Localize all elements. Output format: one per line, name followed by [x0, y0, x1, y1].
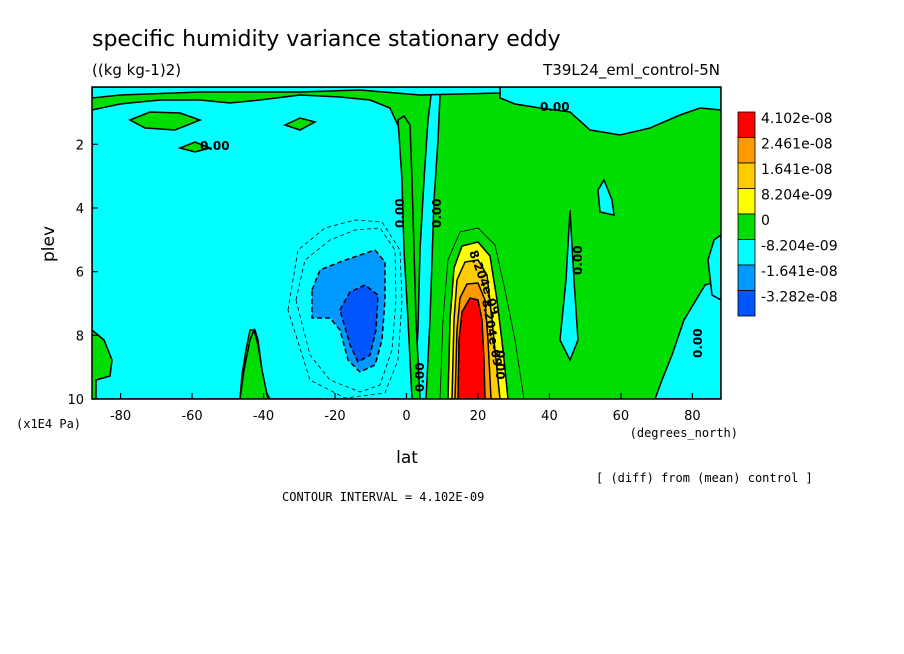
colorbar-label: 4.102e-08: [761, 111, 833, 127]
contour-label: 0.00: [413, 362, 427, 392]
chart-title: specific humidity variance stationary ed…: [92, 27, 561, 52]
field-equator-column: [413, 87, 441, 399]
y-tick-label: 4: [76, 202, 84, 217]
contour-interval: CONTOUR INTERVAL = 4.102E-09: [282, 490, 484, 504]
field-island-4: [239, 327, 269, 399]
colorbar-label: 1.641e-08: [761, 162, 833, 178]
field-island-1: [128, 111, 203, 131]
run-label: T39L24_eml_control-5N: [542, 61, 720, 80]
plot-area: 0.00 0.00 0.00 0.00 0.00 0.00 0.00 8.204…: [67, 86, 722, 424]
y-axis-units: (x1E4 Pa): [16, 417, 81, 431]
contour-label: 0.00: [393, 198, 407, 228]
colorbar-swatch: [737, 264, 756, 291]
colorbar: 4.102e-08 2.461e-08 1.641e-08 8.204e-09 0 -8.…: [737, 111, 838, 317]
field-negative-region-north: [499, 87, 721, 136]
x-tick-label: 40: [541, 409, 558, 424]
y-tick-label: 2: [76, 138, 84, 153]
contour-label: 0.00: [430, 198, 444, 228]
colorbar-label: 8.204e-09: [761, 188, 833, 204]
x-tick-label: -60: [181, 409, 202, 424]
y-axis: 2 4 6 8 10: [67, 138, 98, 408]
y-axis-label: plev: [39, 226, 59, 262]
colorbar-swatch: [737, 239, 756, 266]
colorbar-label: 0: [761, 213, 770, 229]
y-tick-label: 6: [76, 266, 84, 281]
colorbar-swatch: [737, 111, 756, 138]
contour-thin-outer: [439, 227, 525, 399]
contour-label: 0.00: [200, 139, 230, 153]
field-east-pocket: [707, 234, 721, 301]
field-green-strip: [397, 114, 421, 399]
x-tick-label: -40: [253, 409, 274, 424]
contour-label: 0.00: [493, 350, 507, 380]
chart-units: ((kg kg-1)2): [92, 61, 181, 79]
field-island-3: [177, 141, 213, 153]
colorbar-label: -1.641e-08: [761, 264, 838, 280]
x-axis-label: lat: [396, 448, 418, 468]
colorbar-swatch: [737, 162, 756, 189]
y-tick-label: 8: [76, 329, 84, 344]
x-tick-label: -20: [324, 409, 345, 424]
x-tick-label: 0: [402, 409, 410, 424]
field-blue-core: [339, 284, 379, 364]
diff-note: [ (diff) from (mean) control ]: [596, 471, 813, 485]
field-red-core: [457, 297, 486, 399]
colorbar-label: -3.282e-08: [761, 290, 838, 306]
colorbar-swatch: [737, 213, 756, 240]
x-axis-units: (degrees_north): [630, 426, 738, 440]
contour-label: 0.00: [571, 245, 585, 275]
x-tick-label: 20: [470, 409, 487, 424]
x-tick-label: 80: [684, 409, 701, 424]
colorbar-label: -8.204e-09: [761, 239, 838, 255]
field-east-cyan: [654, 279, 721, 399]
field-spike-60: [597, 178, 615, 216]
contour-label: 0.00: [691, 328, 705, 358]
colorbar-swatch: [737, 290, 756, 317]
field-island-2: [282, 117, 318, 131]
field-spike-45: [559, 209, 579, 362]
contour-dashed-1: [295, 227, 397, 393]
colorbar-swatch: [737, 188, 756, 215]
contour-label: 0.00: [540, 100, 570, 114]
x-tick-label: 60: [613, 409, 630, 424]
colorbar-label: 2.461e-08: [761, 137, 833, 153]
x-tick-label: -80: [110, 409, 131, 424]
colorbar-swatch: [737, 137, 756, 164]
y-tick-label: 10: [67, 393, 84, 408]
field-top-cyan: [92, 87, 501, 99]
x-axis: -80 -60 -40 -20 0 20 40 60 80: [110, 393, 701, 424]
contour-dashed-2: [287, 219, 403, 399]
